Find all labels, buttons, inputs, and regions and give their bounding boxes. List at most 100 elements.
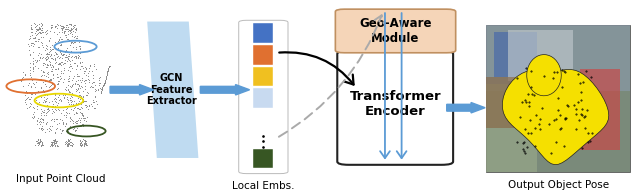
- Point: [51, 61, 61, 64]
- Point: [67, 83, 77, 86]
- Point: [61, 108, 71, 111]
- Point: [96, 89, 106, 92]
- Point: [80, 143, 90, 146]
- Point: [68, 121, 79, 124]
- Point: [52, 82, 63, 85]
- Point: [24, 81, 34, 84]
- Point: [33, 144, 44, 147]
- Point: [19, 93, 29, 96]
- Point: [63, 77, 73, 80]
- Point: [36, 112, 46, 115]
- Point: [48, 144, 58, 147]
- Point: [52, 140, 62, 143]
- Point: [53, 144, 63, 147]
- Point: [97, 86, 108, 89]
- Point: [50, 56, 60, 59]
- Point: [63, 140, 73, 143]
- Point: [62, 27, 72, 30]
- Point: [70, 54, 80, 57]
- Point: [84, 78, 94, 81]
- Point: [86, 86, 97, 89]
- Point: [34, 142, 44, 145]
- Point: [24, 97, 35, 100]
- Point: [60, 30, 70, 33]
- Point: [90, 88, 100, 91]
- Point: [50, 104, 60, 108]
- Point: [56, 131, 66, 134]
- Point: [73, 87, 83, 90]
- Point: [29, 25, 40, 28]
- Point: [98, 84, 108, 87]
- Point: [60, 87, 70, 90]
- Point: [71, 125, 81, 128]
- Point: [76, 57, 86, 60]
- Point: [76, 124, 86, 127]
- Point: [72, 124, 82, 127]
- Point: [58, 72, 68, 75]
- Point: [32, 119, 42, 122]
- Point: [38, 31, 48, 34]
- Point: [103, 66, 113, 69]
- Point: [51, 97, 61, 100]
- Point: [72, 74, 82, 77]
- Point: [62, 96, 72, 99]
- Point: [36, 144, 47, 147]
- Point: [50, 97, 60, 100]
- Point: [81, 93, 91, 96]
- Point: [78, 97, 88, 100]
- Point: [29, 42, 39, 45]
- Point: [69, 56, 79, 59]
- Point: [89, 100, 99, 104]
- Point: [83, 78, 93, 81]
- Point: [36, 40, 46, 43]
- Point: [47, 125, 57, 128]
- Point: [36, 35, 46, 38]
- Point: [73, 79, 83, 82]
- Point: [65, 43, 75, 46]
- Point: [96, 91, 106, 94]
- Point: [81, 74, 92, 77]
- Point: [49, 110, 59, 113]
- Point: [46, 56, 56, 59]
- Point: [36, 128, 47, 131]
- Point: [36, 126, 47, 129]
- Point: [48, 102, 58, 105]
- Point: [30, 32, 40, 35]
- Point: [37, 142, 47, 145]
- Point: [56, 25, 66, 28]
- Point: [67, 27, 77, 30]
- Point: [50, 61, 60, 64]
- Point: [42, 93, 52, 96]
- Point: [75, 119, 85, 122]
- Point: [51, 122, 61, 125]
- Point: [21, 98, 31, 101]
- Point: [38, 81, 48, 84]
- Point: [76, 80, 86, 83]
- Point: [72, 83, 83, 86]
- Point: [65, 31, 75, 34]
- Point: [54, 79, 64, 82]
- Point: [79, 72, 89, 75]
- Point: [46, 26, 56, 29]
- Point: [38, 70, 48, 73]
- Point: [90, 65, 100, 68]
- Point: [47, 107, 57, 110]
- Point: [72, 126, 82, 129]
- Point: [47, 48, 57, 51]
- Point: [80, 103, 90, 106]
- Point: [46, 83, 56, 86]
- Point: [28, 56, 38, 59]
- Point: [57, 129, 67, 132]
- Point: [84, 65, 95, 68]
- Point: [40, 92, 51, 95]
- Point: [67, 38, 77, 41]
- Point: [79, 79, 89, 83]
- Point: [32, 91, 42, 94]
- Point: [63, 83, 73, 86]
- Point: [29, 36, 40, 39]
- Point: [56, 64, 67, 67]
- Point: [28, 44, 38, 47]
- Point: [38, 118, 49, 121]
- Bar: [486, 84, 537, 172]
- Point: [48, 139, 58, 142]
